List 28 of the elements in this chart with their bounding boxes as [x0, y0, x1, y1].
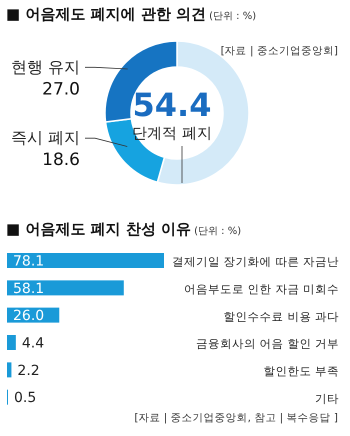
y-tick-label: 할인수수료 비용 과다: [224, 309, 339, 324]
data-label: 78.1: [13, 254, 44, 270]
slice-label: 단계적 폐지: [132, 124, 212, 142]
bar: [7, 362, 12, 378]
data-label: 26.0: [13, 308, 44, 324]
bar: [7, 253, 164, 268]
annotation: [자료 | 중소기업중앙회, 참고 | 복수응답 ]: [134, 411, 338, 425]
data-label: 2.2: [17, 362, 40, 379]
chart-subtitle: (단위 : %): [209, 11, 256, 22]
slice-label: 현행 유지: [10, 57, 80, 76]
y-tick-label: 어음부도로 인한 자금 미회수: [184, 282, 339, 296]
chart-title: ■ 어음제도 폐지 찬성 이유: [6, 220, 192, 238]
bar: [7, 280, 124, 296]
y-tick-label: 결제기일 장기화에 따른 자금난: [172, 254, 339, 269]
data-label: 54.4: [132, 86, 212, 124]
data-label: 0.5: [14, 390, 36, 406]
y-tick-label: 할인한도 부족: [263, 364, 339, 378]
y-tick-label: 금융회사의 어음 할인 거부: [196, 336, 339, 351]
bar: [7, 335, 16, 350]
text: (단위 : %): [194, 226, 242, 237]
slice-label: 즉시 폐지: [10, 128, 80, 148]
data-label: 27.0: [42, 79, 80, 100]
data-label: 58.1: [13, 280, 44, 297]
y-tick-label: 기타: [315, 391, 339, 406]
chart-title: ■ 어음제도 폐지에 관한 의견: [6, 5, 206, 23]
data-label: 18.6: [42, 150, 80, 170]
data-label: 4.4: [22, 336, 44, 352]
text: [자료 | 중소기업중앙회]: [220, 44, 338, 58]
